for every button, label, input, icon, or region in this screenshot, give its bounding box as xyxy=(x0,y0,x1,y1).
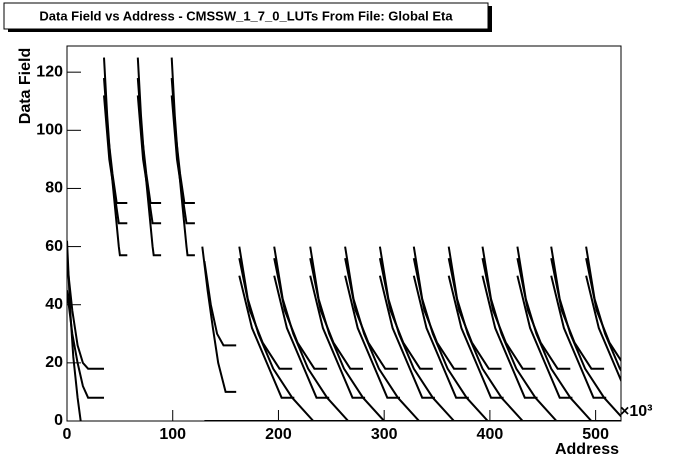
x-tick-label: 500 xyxy=(582,426,609,443)
y-tick-label: 0 xyxy=(54,412,63,429)
x-tick-label: 0 xyxy=(63,426,72,443)
x-tick-label: 300 xyxy=(371,426,398,443)
data-trace xyxy=(412,258,467,370)
data-trace xyxy=(550,275,607,399)
y-tick-label: 120 xyxy=(36,63,63,80)
data-trace xyxy=(447,275,504,399)
data-trace xyxy=(103,95,128,225)
data-trace xyxy=(238,258,293,370)
y-tick-label: 100 xyxy=(36,122,63,139)
chart-title: Data Field vs Address - CMSSW_1_7_0_LUTs… xyxy=(39,8,453,23)
data-trace xyxy=(585,275,621,383)
data-trace xyxy=(585,258,621,363)
y-axis-label: Data Field xyxy=(17,48,34,124)
data-trace xyxy=(67,290,104,399)
data-trace xyxy=(136,95,162,225)
data-trace xyxy=(309,258,363,370)
data-trace xyxy=(412,275,469,399)
x-multiplier: ×10³ xyxy=(620,403,652,420)
data-trace xyxy=(481,275,538,399)
data-trace xyxy=(378,275,435,399)
data-trace xyxy=(238,275,295,399)
data-trace xyxy=(170,95,195,225)
data-trace xyxy=(447,258,502,370)
x-tick-label: 100 xyxy=(159,426,186,443)
x-tick-label: 200 xyxy=(265,426,292,443)
title-box xyxy=(3,2,489,30)
x-axis-label: Address xyxy=(555,441,619,458)
data-trace xyxy=(273,275,330,399)
data-trace xyxy=(309,275,366,399)
y-tick-label: 80 xyxy=(45,180,63,197)
data-trace xyxy=(378,258,433,370)
data-trace xyxy=(344,258,398,370)
data-trace xyxy=(516,258,571,370)
data-trace xyxy=(344,275,400,399)
data-trace xyxy=(67,260,104,370)
data-trace xyxy=(516,275,573,399)
marks xyxy=(67,57,621,421)
y-tick-label: 20 xyxy=(45,354,63,371)
x-tick-label: 400 xyxy=(477,426,504,443)
data-trace xyxy=(481,258,536,370)
data-trace xyxy=(550,258,605,370)
y-tick-label: 60 xyxy=(45,238,63,255)
data-trace xyxy=(203,260,237,347)
data-trace xyxy=(273,258,328,370)
y-tick-label: 40 xyxy=(45,296,63,313)
